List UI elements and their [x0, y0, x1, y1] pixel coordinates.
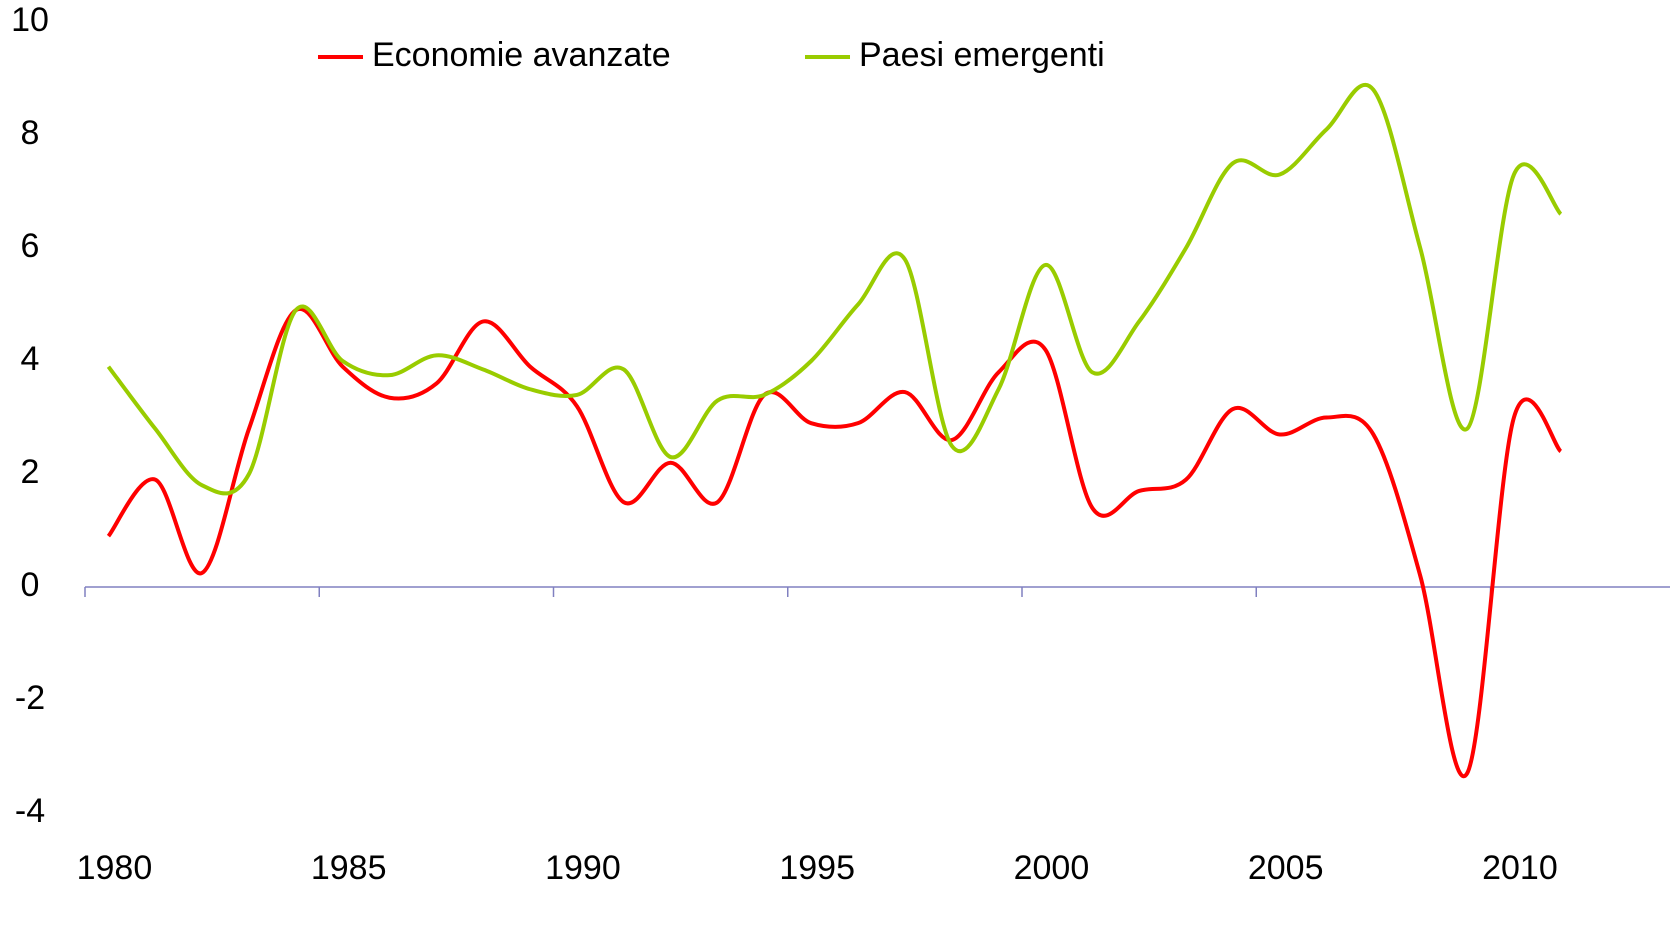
y-tick-label: 6: [21, 227, 40, 265]
series-line: [108, 85, 1560, 494]
y-tick-label: 0: [21, 566, 40, 604]
x-tick-label: 1985: [311, 849, 387, 887]
y-tick-label: -2: [15, 679, 45, 717]
legend-label: Paesi emergenti: [859, 36, 1105, 74]
x-tick-label: 2010: [1482, 849, 1558, 887]
y-tick-label: -4: [15, 792, 45, 830]
x-tick-label: 1990: [545, 849, 621, 887]
x-tick-label: 1995: [779, 849, 855, 887]
y-tick-label: 2: [21, 453, 40, 491]
y-tick-label: 10: [11, 1, 49, 39]
x-tick-label: 2000: [1014, 849, 1090, 887]
y-tick-label: 8: [21, 114, 40, 152]
y-tick-label: 4: [21, 340, 40, 378]
chart: -4 -2 0 2 4 6 8 10 1980 1985 1990 1995 2000 2005 2010 E…: [0, 0, 1670, 947]
legend-label: Economie avanzate: [372, 36, 671, 74]
series-line: [108, 309, 1560, 776]
x-tick-label: 1980: [77, 849, 153, 887]
x-tick-label: 2005: [1248, 849, 1324, 887]
